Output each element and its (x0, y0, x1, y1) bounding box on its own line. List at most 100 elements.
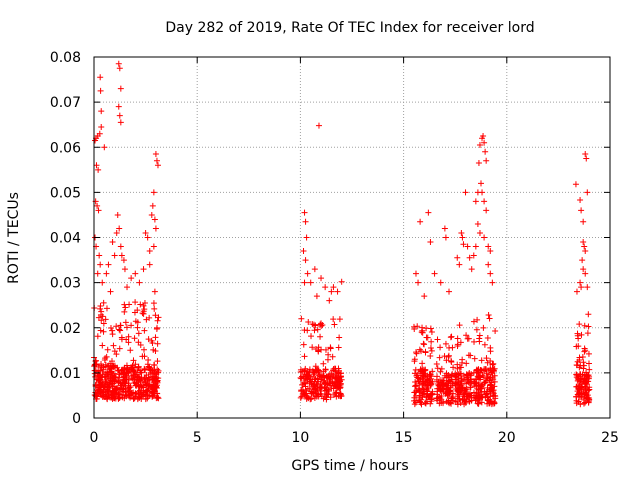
data-point (465, 352, 472, 359)
data-point (125, 380, 132, 387)
data-point (425, 209, 432, 216)
data-point (454, 401, 461, 408)
data-point (94, 270, 101, 277)
data-point (428, 347, 435, 354)
data-point (304, 394, 311, 401)
data-point (467, 372, 474, 379)
data-point (150, 346, 157, 353)
data-point (585, 378, 592, 385)
data-point (152, 312, 159, 319)
data-point (473, 379, 480, 386)
data-point (424, 373, 431, 380)
data-point (148, 211, 155, 218)
data-point (463, 393, 470, 400)
data-point (475, 160, 482, 167)
data-point (318, 376, 325, 383)
data-point (312, 322, 319, 329)
data-point (484, 359, 491, 366)
data-point (155, 314, 162, 321)
data-point (122, 392, 129, 399)
data-point (422, 399, 429, 406)
data-point (481, 139, 488, 146)
data-point (420, 340, 427, 347)
data-point (580, 218, 587, 225)
data-point (149, 376, 156, 383)
data-point (318, 322, 325, 329)
data-point (120, 257, 127, 264)
data-point (151, 216, 158, 223)
data-point (311, 370, 318, 377)
data-point (428, 391, 435, 398)
data-point (116, 112, 123, 119)
data-point (122, 304, 129, 311)
data-point (478, 180, 484, 187)
data-point (304, 385, 311, 392)
data-point (464, 335, 471, 342)
data-point (315, 391, 322, 398)
data-point (152, 225, 159, 232)
data-point (113, 229, 120, 236)
data-point (150, 189, 157, 196)
data-point (315, 367, 322, 374)
data-point (103, 270, 110, 277)
data-point (455, 381, 462, 388)
data-point (476, 374, 483, 381)
grid (94, 57, 610, 418)
data-point (139, 382, 146, 389)
data-point (581, 243, 588, 250)
data-point (447, 334, 454, 341)
data-point (418, 348, 425, 355)
data-point (444, 380, 451, 387)
data-point (417, 218, 424, 225)
data-point (144, 234, 151, 241)
data-point (154, 317, 161, 324)
data-point (474, 220, 481, 227)
data-point (118, 252, 125, 259)
data-point (132, 270, 139, 277)
data-point (137, 301, 144, 308)
data-point (574, 375, 581, 382)
data-point (459, 356, 466, 363)
data-point (111, 252, 118, 259)
data-point (121, 370, 128, 377)
data-point (113, 323, 120, 330)
data-point (330, 316, 337, 323)
data-point (105, 384, 112, 391)
scatter-points (91, 60, 593, 408)
data-point (492, 328, 499, 335)
data-point (311, 383, 318, 390)
data-point (116, 345, 123, 352)
data-point (118, 336, 125, 343)
data-point (334, 288, 341, 295)
data-point (95, 377, 102, 384)
data-point (489, 279, 496, 286)
data-point (485, 243, 492, 250)
data-point (489, 360, 496, 367)
data-point (146, 261, 153, 268)
data-point (301, 379, 308, 386)
data-point (434, 336, 441, 343)
data-point (144, 395, 151, 402)
data-point (460, 390, 467, 397)
data-point (411, 389, 418, 396)
data-point (128, 372, 135, 379)
data-point (94, 333, 101, 340)
data-point (102, 355, 109, 362)
data-point (311, 376, 318, 383)
data-point (328, 288, 335, 295)
data-point (484, 335, 491, 342)
data-point (419, 329, 426, 336)
data-point (97, 327, 104, 334)
data-point (107, 288, 114, 295)
data-point (473, 326, 480, 333)
data-point (458, 378, 465, 385)
data-point (415, 375, 422, 382)
data-point (150, 300, 157, 307)
data-point (109, 327, 116, 334)
data-point (485, 371, 492, 378)
data-point (147, 383, 154, 390)
data-point (141, 299, 148, 306)
data-point (115, 379, 122, 386)
data-point (584, 189, 591, 196)
data-point (470, 252, 477, 259)
